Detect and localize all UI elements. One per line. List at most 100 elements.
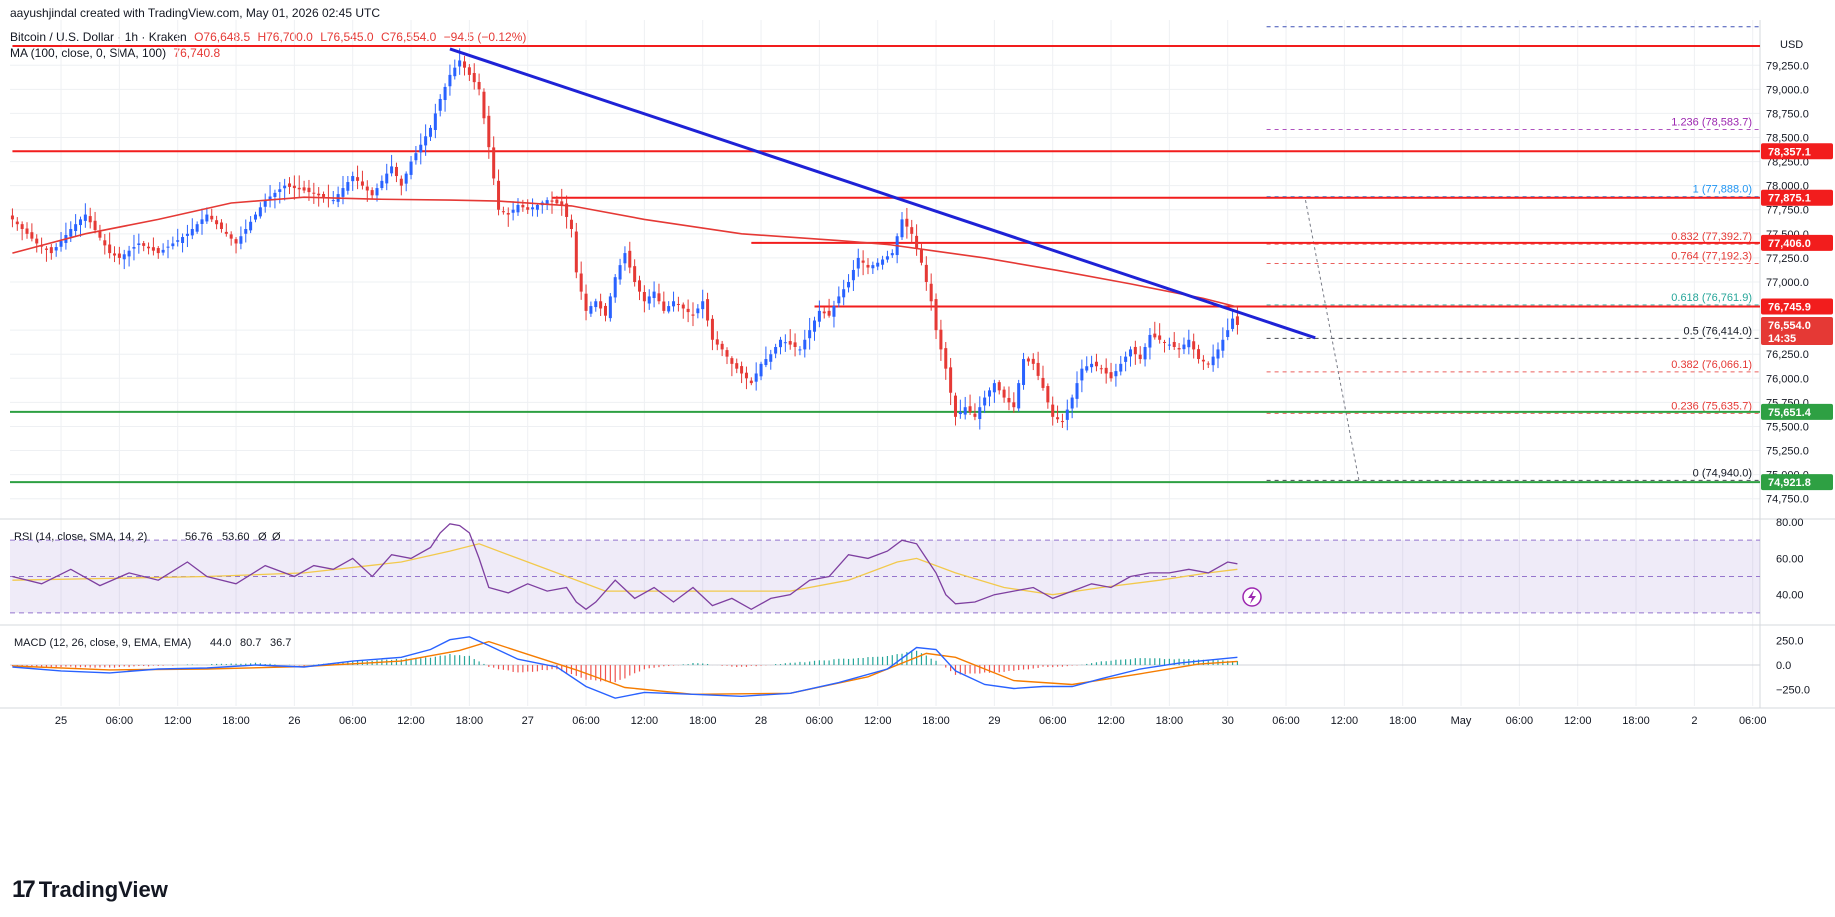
candle-body xyxy=(686,308,690,313)
rsi-extra1: Ø xyxy=(258,531,267,543)
candle-body xyxy=(1119,363,1123,372)
candle-body xyxy=(1201,359,1205,362)
support-price-tag-bg xyxy=(1761,474,1833,491)
candle-body xyxy=(356,177,360,181)
candle-body xyxy=(613,277,617,298)
ma-legend[interactable]: MA (100, close, 0, SMA, 100) 76,740.8 xyxy=(10,46,224,60)
candle-body xyxy=(1022,359,1026,385)
candle-body xyxy=(258,207,262,217)
candle-body xyxy=(978,407,982,420)
x-tick-label: 29 xyxy=(988,715,1000,727)
candle-body xyxy=(458,60,462,67)
x-tick-label: 12:00 xyxy=(164,715,192,727)
candle-body xyxy=(1124,356,1128,362)
candle-body xyxy=(268,196,272,200)
candle-body xyxy=(375,188,379,196)
fib-level-label: 0.382 (76,066.1) xyxy=(1671,359,1752,371)
candle-body xyxy=(642,292,646,302)
x-tick-label: 18:00 xyxy=(1156,715,1184,727)
candle-body xyxy=(988,390,992,397)
candle-body xyxy=(424,136,428,146)
fib-level-label: 0.5 (76,414.0) xyxy=(1684,325,1753,337)
lightning-icon xyxy=(1242,587,1262,607)
candle-body xyxy=(900,219,904,238)
candle-body xyxy=(1114,371,1118,377)
candle-body xyxy=(69,229,73,237)
candle-body xyxy=(837,296,841,304)
candle-body xyxy=(861,260,865,263)
candle-body xyxy=(1002,389,1006,398)
y-tick-label: 78,750.0 xyxy=(1766,108,1809,120)
fib-level-label: 1.236 (78,583.7) xyxy=(1671,116,1752,128)
y-tick-label: 78,500.0 xyxy=(1766,133,1809,145)
candle-body xyxy=(215,220,219,225)
candle-body xyxy=(1158,335,1162,340)
candle-body xyxy=(1187,339,1191,348)
macd-line xyxy=(12,636,1238,699)
x-tick-label: 18:00 xyxy=(456,715,484,727)
candle-body xyxy=(312,192,316,194)
candle-body xyxy=(647,296,651,304)
candle-body xyxy=(506,213,510,215)
candle-body xyxy=(113,253,117,256)
candle-body xyxy=(117,253,121,258)
last-price-tag-countdown: 14:35 xyxy=(1768,333,1796,345)
last-price-tag-bg xyxy=(1761,316,1833,345)
candle-body xyxy=(866,264,870,268)
candle-body xyxy=(98,231,102,238)
candle-body xyxy=(59,241,63,247)
candle-body xyxy=(463,61,467,68)
y-tick-label: 78,250.0 xyxy=(1766,157,1809,169)
candle-body xyxy=(813,320,817,332)
x-tick-label: 06:00 xyxy=(1272,715,1300,727)
fib-level-label: 0.764 (77,192.3) xyxy=(1671,250,1752,262)
rsi-tick-label: 40.00 xyxy=(1776,590,1804,602)
candle-body xyxy=(1148,334,1152,348)
candle-body xyxy=(1056,417,1060,420)
candle-body xyxy=(681,304,685,309)
candle-body xyxy=(1172,341,1176,347)
candle-body xyxy=(142,243,146,246)
candle-body xyxy=(1138,354,1142,360)
ohlc-low: L76,545.0 xyxy=(320,30,374,44)
candle-body xyxy=(1036,362,1040,376)
x-tick-label: 12:00 xyxy=(397,715,425,727)
candle-body xyxy=(817,310,821,322)
candle-body xyxy=(1211,356,1215,366)
candle-body xyxy=(657,293,661,302)
candle-body xyxy=(365,186,369,191)
macd-title: MACD (12, 26, close, 9, EMA, EMA) xyxy=(14,637,191,649)
candle-body xyxy=(667,306,671,312)
candle-body xyxy=(1197,349,1201,360)
candle-body xyxy=(433,113,437,130)
candle-body xyxy=(1153,333,1157,338)
candle-body xyxy=(234,239,238,244)
candle-body xyxy=(754,373,758,382)
candle-body xyxy=(618,265,622,280)
candle-body xyxy=(1007,397,1011,403)
support-price-tag-bg xyxy=(1761,403,1833,420)
candle-body xyxy=(662,301,666,311)
candle-body xyxy=(594,301,598,308)
candle-body xyxy=(856,257,860,269)
candle-body xyxy=(929,283,933,302)
fib-level-label: 1 (77,888.0) xyxy=(1693,183,1752,195)
resistance-price-tag-bg xyxy=(1761,143,1833,160)
candle-body xyxy=(1085,366,1089,371)
candle-body xyxy=(317,193,321,196)
candle-body xyxy=(638,280,642,292)
resistance-price-tag: 77,406.0 xyxy=(1768,238,1811,250)
candle-body xyxy=(288,183,292,187)
y-tick-label: 77,250.0 xyxy=(1766,253,1809,265)
candle-body xyxy=(195,224,199,232)
candle-body xyxy=(394,166,398,177)
candle-body xyxy=(390,166,394,174)
symbol-title[interactable]: Bitcoin / U.S. Dollar · 1h · Kraken xyxy=(10,30,187,44)
candle-body xyxy=(759,363,763,377)
candle-body xyxy=(516,204,520,213)
candle-body xyxy=(1143,346,1147,360)
candle-body xyxy=(472,73,476,83)
candle-body xyxy=(497,180,501,210)
